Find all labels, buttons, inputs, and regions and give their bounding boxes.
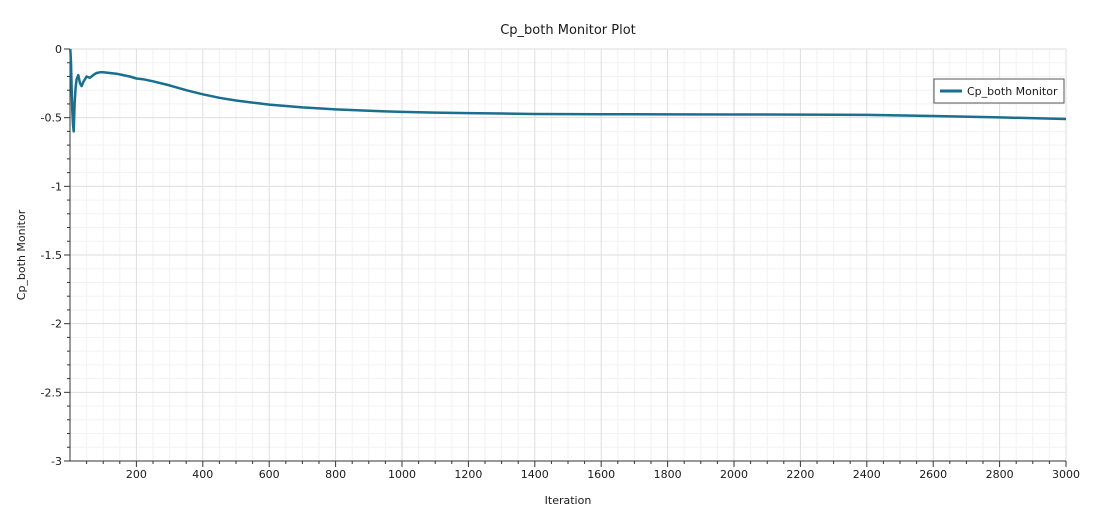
series-layer [69,48,1067,133]
x-tick-label: 2200 [786,468,814,481]
legend: Cp_both Monitor [933,78,1065,104]
x-tick-label: 1600 [587,468,615,481]
series-line-cp-both-monitor [69,48,1067,133]
x-tick-label: 3000 [1052,468,1080,481]
x-tick-label: 2400 [853,468,881,481]
x-axis-title: Iteration [545,494,592,507]
x-tick-label: 400 [192,468,213,481]
x-tick-label: 1400 [521,468,549,481]
y-tick-label: -1 [51,180,62,193]
y-tick-label: -2.5 [41,386,62,399]
chart-title: Cp_both Monitor Plot [500,23,636,38]
x-tick-label: 1200 [454,468,482,481]
x-tick-label: 2800 [986,468,1014,481]
grid [70,48,1067,462]
x-tick-label: 2000 [720,468,748,481]
x-tick-label: 2600 [919,468,947,481]
x-tick-label: 800 [325,468,346,481]
y-tick-label: 0 [55,43,62,56]
x-tick-label: 1000 [388,468,416,481]
y-tick-label: -0.5 [41,112,62,125]
x-tick-label: 200 [126,468,147,481]
x-tick-label: 1800 [654,468,682,481]
y-tick-label: -2 [51,318,62,331]
y-tick-label: -1.5 [41,249,62,262]
legend-label: Cp_both Monitor [967,85,1058,98]
y-tick-label: -3 [51,455,62,468]
y-axis-title: Cp_both Monitor [15,209,28,300]
axes: 200 400 600 800 1000 1200 1400 1600 1800 2000 2200… [41,43,1080,481]
x-tick-label: 600 [259,468,280,481]
